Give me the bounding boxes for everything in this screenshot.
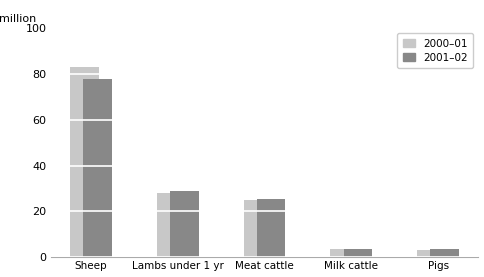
Bar [417,250,446,257]
Bar [170,191,198,257]
Bar [331,249,359,257]
Bar [157,193,185,257]
Legend: 2000–01, 2001–02: 2000–01, 2001–02 [397,33,473,68]
Text: million: million [0,14,36,24]
Bar [83,79,112,257]
Bar [257,199,286,257]
Bar [344,249,372,257]
Bar [243,200,272,257]
Bar [430,249,459,257]
Bar [70,67,99,257]
